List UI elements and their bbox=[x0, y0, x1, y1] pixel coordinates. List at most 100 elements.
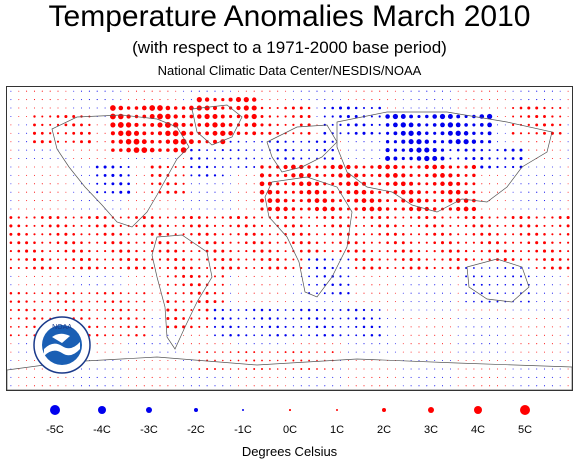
anomaly-dot bbox=[426, 360, 428, 361]
anomaly-dot bbox=[567, 309, 569, 311]
anomaly-dot bbox=[222, 359, 224, 362]
anomaly-dot bbox=[292, 258, 295, 261]
anomaly-dot bbox=[361, 189, 367, 195]
anomaly-dot bbox=[512, 99, 514, 101]
anomaly-dot bbox=[300, 301, 302, 303]
anomaly-dot bbox=[340, 90, 341, 92]
anomaly-dot bbox=[456, 173, 460, 177]
anomaly-dot bbox=[56, 291, 60, 295]
anomaly-dot bbox=[392, 113, 399, 120]
anomaly-dot bbox=[536, 200, 538, 202]
legend-label: -3C bbox=[140, 424, 158, 436]
anomaly-dot bbox=[166, 291, 170, 295]
anomaly-dot bbox=[276, 351, 279, 353]
anomaly-dot bbox=[362, 266, 366, 270]
anomaly-dot bbox=[543, 233, 546, 236]
anomaly-dot bbox=[544, 208, 545, 210]
anomaly-dot bbox=[80, 292, 83, 295]
anomaly-dot bbox=[496, 157, 499, 160]
anomaly-dot bbox=[103, 291, 107, 295]
anomaly-dot bbox=[465, 318, 467, 319]
anomaly-dot bbox=[393, 156, 398, 161]
anomaly-dot bbox=[434, 343, 436, 345]
anomaly-dot bbox=[268, 317, 272, 320]
anomaly-dot bbox=[119, 292, 122, 295]
anomaly-dot bbox=[527, 300, 530, 303]
anomaly-dot bbox=[135, 325, 138, 329]
anomaly-dot bbox=[558, 266, 562, 270]
anomaly-dot bbox=[128, 90, 130, 92]
anomaly-dot bbox=[410, 334, 412, 336]
anomaly-dot bbox=[504, 99, 506, 101]
anomaly-dot bbox=[64, 216, 68, 219]
anomaly-dot bbox=[174, 300, 177, 303]
anomaly-dot bbox=[276, 106, 279, 110]
anomaly-dot bbox=[559, 241, 562, 244]
anomaly-dot bbox=[543, 258, 546, 261]
anomaly-dot bbox=[408, 189, 414, 195]
anomaly-dot bbox=[449, 284, 451, 286]
anomaly-dot bbox=[245, 275, 247, 277]
anomaly-dot bbox=[543, 241, 546, 245]
anomaly-dot bbox=[409, 156, 413, 161]
anomaly-dot bbox=[355, 351, 357, 353]
anomaly-dot bbox=[276, 325, 279, 329]
anomaly-dot bbox=[111, 148, 115, 152]
anomaly-dot bbox=[371, 360, 373, 361]
anomaly-dot bbox=[465, 343, 467, 345]
anomaly-dot bbox=[118, 105, 124, 111]
anomaly-dot bbox=[182, 241, 185, 244]
anomaly-dot bbox=[40, 266, 44, 270]
anomaly-dot bbox=[496, 165, 499, 169]
anomaly-dot bbox=[103, 266, 107, 270]
anomaly-dot bbox=[354, 317, 358, 320]
anomaly-dot bbox=[65, 385, 67, 387]
anomaly-dot bbox=[355, 343, 357, 345]
anomaly-dot bbox=[394, 99, 396, 101]
anomaly-dot bbox=[447, 114, 453, 119]
anomaly-dot bbox=[229, 309, 232, 311]
anomaly-dot bbox=[394, 351, 396, 353]
anomaly-dot bbox=[120, 343, 122, 345]
anomaly-dot bbox=[245, 241, 248, 244]
anomaly-dot bbox=[180, 147, 187, 153]
anomaly-dot bbox=[308, 275, 310, 278]
anomaly-dot bbox=[504, 224, 507, 227]
anomaly-dot bbox=[103, 165, 107, 169]
anomaly-dot bbox=[425, 233, 429, 236]
anomaly-dot bbox=[48, 224, 52, 228]
anomaly-dot bbox=[135, 309, 138, 311]
anomaly-dot bbox=[497, 360, 498, 361]
anomaly-dot bbox=[119, 224, 122, 227]
anomaly-dot bbox=[284, 106, 287, 110]
anomaly-dot bbox=[433, 232, 437, 236]
anomaly-dot bbox=[347, 249, 350, 253]
anomaly-dot bbox=[300, 317, 303, 320]
anomaly-dot bbox=[175, 360, 177, 361]
anomaly-dot bbox=[220, 130, 226, 136]
anomaly-dot bbox=[434, 301, 436, 303]
anomaly-dot bbox=[159, 284, 161, 286]
anomaly-dot bbox=[496, 99, 499, 101]
anomaly-dot bbox=[260, 198, 264, 203]
anomaly-dot bbox=[260, 317, 264, 320]
anomaly-dot bbox=[339, 123, 342, 127]
anomaly-dot bbox=[25, 325, 28, 328]
anomaly-dot bbox=[536, 174, 538, 176]
anomaly-dot bbox=[441, 334, 444, 336]
anomaly-dot bbox=[260, 115, 264, 118]
anomaly-dot bbox=[18, 385, 20, 387]
anomaly-dot bbox=[511, 216, 515, 219]
anomaly-dot bbox=[355, 368, 357, 370]
anomaly-dot bbox=[127, 300, 130, 303]
anomaly-dot bbox=[212, 105, 218, 111]
anomaly-dot bbox=[175, 208, 177, 210]
anomaly-dot bbox=[238, 343, 239, 345]
anomaly-dot bbox=[72, 258, 76, 261]
anomaly-dot bbox=[49, 309, 52, 311]
anomaly-dot bbox=[371, 149, 373, 151]
anomaly-dot bbox=[120, 200, 122, 202]
anomaly-dot bbox=[536, 191, 538, 193]
anomaly-dot bbox=[17, 308, 20, 312]
anomaly-dot bbox=[347, 141, 349, 143]
